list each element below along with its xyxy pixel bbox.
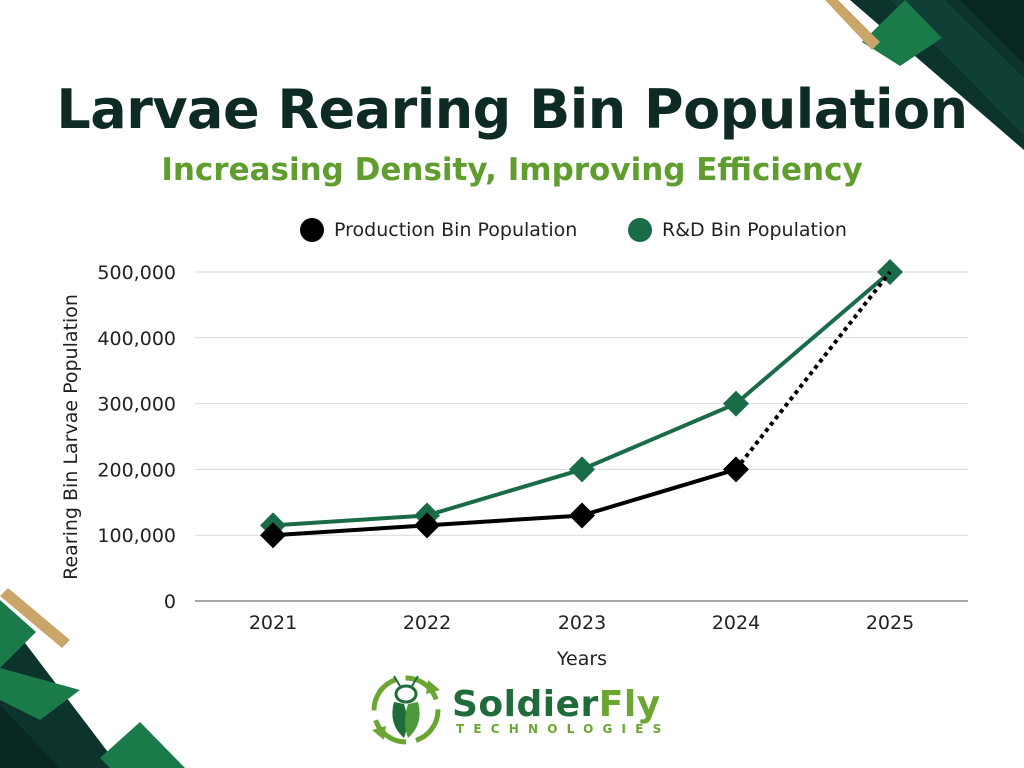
legend-marker [628, 218, 652, 242]
data-point [569, 456, 595, 483]
y-tick-label: 400,000 [97, 328, 176, 350]
x-tick-label: 2021 [249, 612, 297, 634]
legend-label: Production Bin Population [334, 219, 577, 241]
series-line-projected [734, 270, 892, 471]
y-tick-label: 0 [164, 591, 176, 613]
logo-word-soldier: Soldier [452, 684, 599, 725]
y-axis-title: Rearing Bin Larvae Population [60, 294, 82, 580]
y-tick-label: 100,000 [97, 525, 176, 547]
logo-wordmark: SoldierFly [452, 684, 661, 725]
data-point [260, 522, 286, 549]
x-tick-label: 2025 [866, 612, 914, 634]
chart-subtitle: Increasing Density, Improving Efficiency [161, 152, 863, 188]
bottom-left-decoration [0, 588, 185, 768]
top-right-decoration [825, 0, 1024, 150]
legend-label: R&D Bin Population [662, 219, 847, 241]
y-tick-label: 500,000 [97, 262, 176, 284]
data-point [723, 390, 749, 417]
logo-tagline: TECHNOLOGIES [456, 722, 671, 736]
series-line [272, 467, 737, 538]
data-point [723, 456, 749, 483]
y-tick-label: 300,000 [97, 394, 176, 416]
y-tick-label: 200,000 [97, 459, 176, 481]
x-tick-label: 2023 [558, 612, 606, 634]
data-point [569, 502, 595, 529]
data-point [414, 512, 440, 539]
legend-marker [300, 218, 324, 242]
logo-word-fly: Fly [598, 684, 661, 725]
x-tick-label: 2024 [712, 612, 760, 634]
chart-title: Larvae Rearing Bin Population [56, 78, 968, 141]
x-tick-label: 2022 [403, 612, 451, 634]
x-axis-title: Years [556, 648, 607, 670]
